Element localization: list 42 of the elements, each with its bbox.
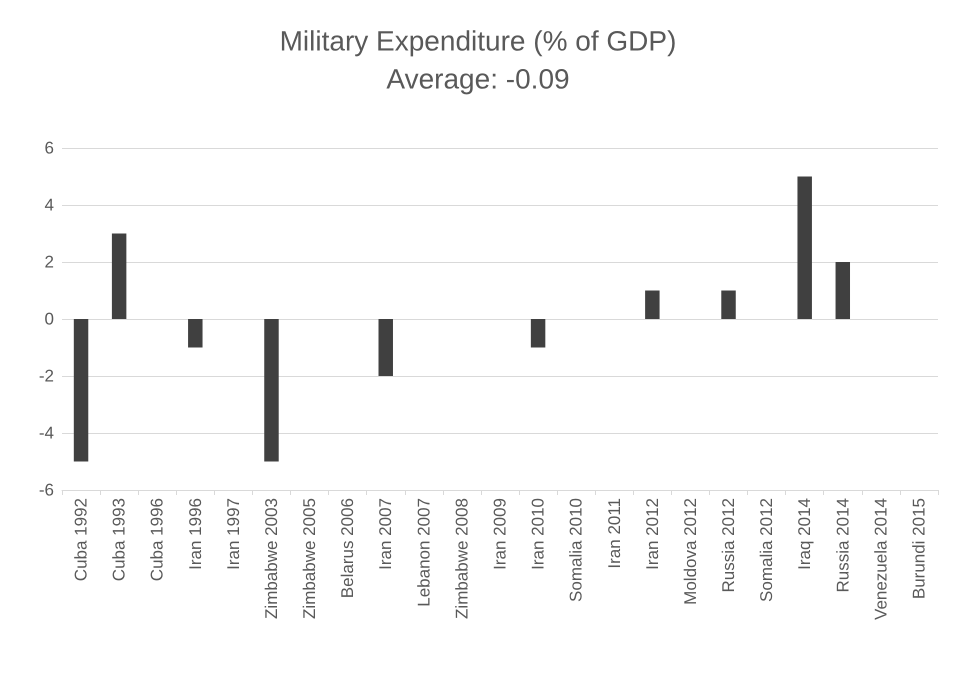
y-tick-label: -4 (38, 424, 54, 442)
x-tick-label: Burundi 2015 (909, 498, 928, 600)
chart-title: Military Expenditure (% of GDP) (280, 26, 676, 56)
bar (112, 234, 126, 319)
y-tick-label: -2 (38, 366, 54, 386)
x-tick-label: Iran 2009 (490, 498, 510, 570)
x-tick-label: Cuba 1996 (148, 498, 167, 582)
bar (530, 319, 546, 348)
x-tick-label: Zimbabwe 2005 (300, 498, 320, 619)
chart-subtitle: Average: -0.09 (386, 64, 570, 94)
x-tick-label: Somalia 2010 (566, 498, 586, 602)
x-tick-label: Lebanon 2007 (414, 498, 434, 607)
x-tick-label: Iraq 2014 (795, 498, 814, 570)
x-tick-label: Russia 2012 (719, 498, 738, 593)
y-tick-label: 4 (44, 196, 54, 214)
bar (645, 290, 660, 319)
bar (797, 176, 812, 319)
x-tick-label: Moldova 2012 (680, 498, 700, 605)
y-tick-label: 0 (44, 310, 54, 328)
x-tick-label: Iran 2012 (642, 498, 662, 570)
bar (721, 290, 736, 319)
y-tick-label: 2 (44, 252, 54, 272)
x-tick-label: Cuba 1993 (110, 498, 129, 582)
x-tick-label: Iran 2010 (528, 498, 548, 570)
x-tick-label: Iran 1997 (224, 498, 243, 570)
bar (264, 319, 279, 462)
bar (188, 319, 203, 348)
bar (836, 262, 850, 319)
bar (378, 319, 393, 376)
x-tick-label: Belarus 2006 (338, 498, 358, 598)
x-tick-label: Russia 2014 (833, 498, 852, 593)
x-tick-label: Somalia 2012 (757, 498, 776, 602)
x-tick-label: Cuba 1992 (72, 498, 91, 582)
x-tick-label: Iran 2011 (604, 498, 624, 569)
x-tick-label: Venezuela 2014 (871, 498, 890, 620)
y-tick-label: -6 (38, 480, 54, 500)
y-tick-label: 6 (44, 138, 54, 158)
x-tick-label: Iran 1996 (186, 498, 205, 570)
x-tick-label: Zimbabwe 2008 (452, 498, 472, 619)
x-tick-label: Iran 2007 (376, 498, 396, 570)
x-tick-label: Zimbabwe 2003 (262, 498, 281, 619)
bar (74, 319, 88, 462)
